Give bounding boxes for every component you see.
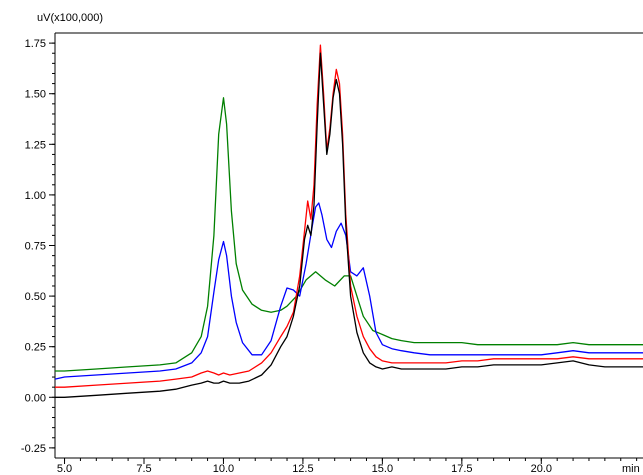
plot-frame xyxy=(54,32,643,459)
y-tick-label: 0.00 xyxy=(25,392,46,404)
series-line-1 xyxy=(55,97,643,372)
series-line-2 xyxy=(54,202,643,380)
series-line-4 xyxy=(55,52,643,398)
y-tick-label: -0.25 xyxy=(21,443,46,455)
x-tick-label: 17.5 xyxy=(451,463,472,475)
x-tick-label: 5.0 xyxy=(57,463,72,475)
x-axis-title: min xyxy=(622,463,640,475)
y-tick-label: 1.25 xyxy=(25,139,46,151)
y-tick-label: 0.25 xyxy=(25,342,46,354)
y-tick-label: 1.50 xyxy=(25,89,46,101)
x-tick-label: 20.0 xyxy=(531,463,552,475)
x-axis: 5.0 7.5 10.0 12.5 15.0 17.5 20.0 xyxy=(57,458,638,475)
x-tick-label: 12.5 xyxy=(292,463,313,475)
x-tick-label: 10.0 xyxy=(213,463,234,475)
y-tick-label: 1.75 xyxy=(25,38,46,50)
y-tick-label: 0.50 xyxy=(25,291,46,303)
y-tick-label: 0.75 xyxy=(25,241,46,253)
y-tick-label: 1.00 xyxy=(25,190,46,202)
y-axis-title: uV(x100,000) xyxy=(37,12,103,24)
series-line-3 xyxy=(55,44,643,388)
x-tick-label: 15.0 xyxy=(372,463,393,475)
y-axis: -0.25 0.00 0.25 0.50 0.75 1.00 1.25 1.50 1.75 xyxy=(21,38,55,455)
series-layer xyxy=(54,44,643,398)
x-tick-label: 7.5 xyxy=(136,463,151,475)
